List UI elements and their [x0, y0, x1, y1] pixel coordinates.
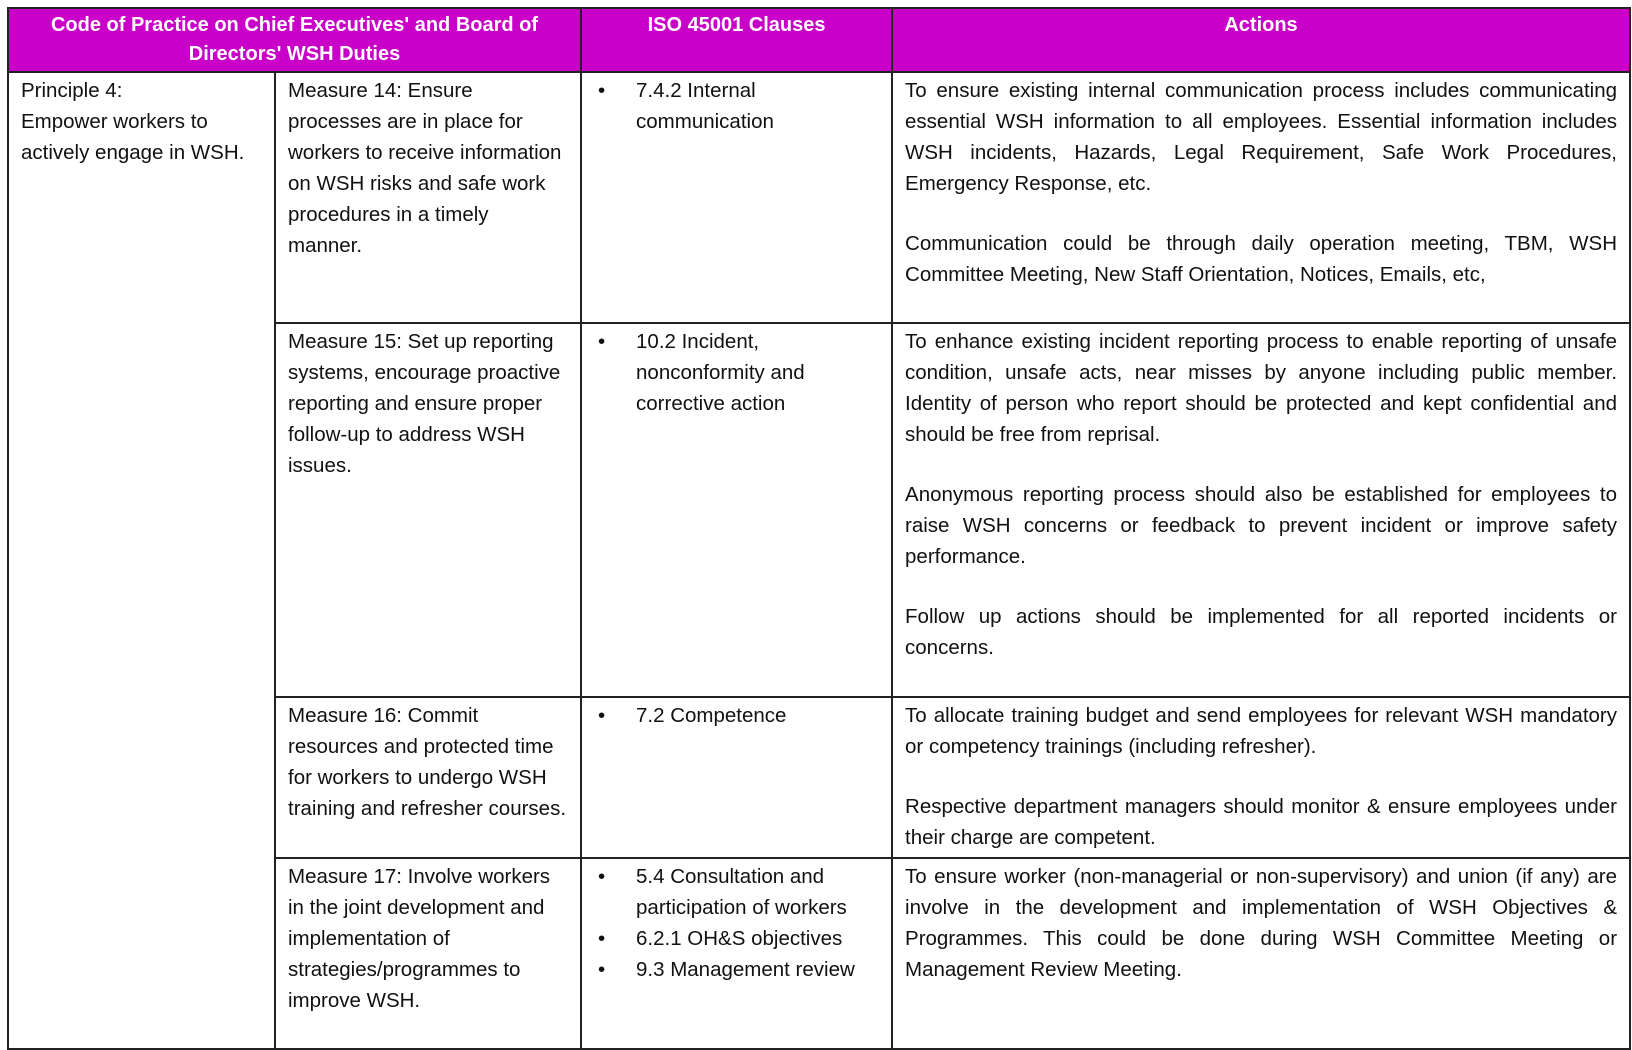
column-header: ISO 45001 Clauses	[580, 7, 894, 73]
clause-list: 7.4.2 Internal communication	[594, 75, 879, 137]
action-paragraph: Communication could be through daily ope…	[905, 232, 1618, 286]
principle-cell: Principle 4: Empower workers to actively …	[7, 71, 276, 1050]
clauses-cell: 7.2 Competence	[580, 696, 894, 859]
measure-cell: Measure 15: Set up reporting systems, en…	[273, 322, 583, 698]
header-row: Code of Practice on Chief Executives' an…	[6, 7, 1632, 73]
actions-cell: To allocate training budget and send emp…	[891, 696, 1632, 859]
action-paragraph: Follow up actions should be implemented …	[905, 605, 1618, 659]
clause-list: 5.4 Consultation and participation of wo…	[594, 861, 879, 985]
clause: 7.4.2 Internal communication	[594, 75, 879, 137]
clause: 5.4 Consultation and participation of wo…	[594, 861, 879, 923]
clause: 7.2 Competence	[594, 700, 879, 731]
clause-list: 10.2 Incident, nonconformity and correct…	[594, 326, 879, 419]
principle-title: Principle 4:	[21, 79, 123, 102]
clause-list: 7.2 Competence	[594, 700, 879, 731]
table-body: Principle 4: Empower workers to actively …	[7, 71, 1632, 1050]
actions-cell: To enhance existing incident reporting p…	[891, 322, 1632, 698]
clauses-cell: 10.2 Incident, nonconformity and correct…	[580, 322, 894, 698]
action-paragraph: To ensure worker (non-managerial or non-…	[905, 865, 1618, 981]
measure-cell: Measure 14: Ensure processes are in plac…	[273, 71, 583, 324]
clause: 10.2 Incident, nonconformity and correct…	[594, 326, 879, 419]
column-header: Code of Practice on Chief Executives' an…	[6, 7, 583, 73]
action-paragraph: To allocate training budget and send emp…	[905, 704, 1618, 758]
table-row: Principle 4: Empower workers to actively …	[7, 71, 1632, 1050]
measure-cell: Measure 17: Involve workers in the joint…	[273, 857, 583, 1050]
actions-cell: To ensure existing internal communicatio…	[891, 71, 1632, 324]
table-row: Measure 16: Commit resources and protect…	[8, 696, 1632, 859]
clause: 6.2.1 OH&S objectives	[594, 923, 879, 954]
measure-cell: Measure 16: Commit resources and protect…	[273, 696, 583, 859]
table-row: Measure 15: Set up reporting systems, en…	[8, 322, 1632, 698]
column-header: Actions	[891, 7, 1632, 73]
wsh-table: Code of Practice on Chief Executives' an…	[6, 7, 1632, 1050]
action-paragraph: Respective department managers should mo…	[905, 795, 1618, 849]
table-row: Measure 17: Involve workers in the joint…	[8, 857, 1632, 1050]
clauses-cell: 7.4.2 Internal communication	[580, 71, 894, 324]
actions-cell: To ensure worker (non-managerial or non-…	[891, 857, 1632, 1050]
clauses-cell: 5.4 Consultation and participation of wo…	[580, 857, 894, 1050]
action-paragraph: To ensure existing internal communicatio…	[905, 79, 1618, 195]
action-paragraph: Anonymous reporting process should also …	[905, 483, 1618, 568]
clause: 9.3 Management review	[594, 954, 879, 985]
action-paragraph: To enhance existing incident reporting p…	[905, 330, 1618, 446]
principle-text: Empower workers to actively engage in WS…	[21, 110, 245, 164]
